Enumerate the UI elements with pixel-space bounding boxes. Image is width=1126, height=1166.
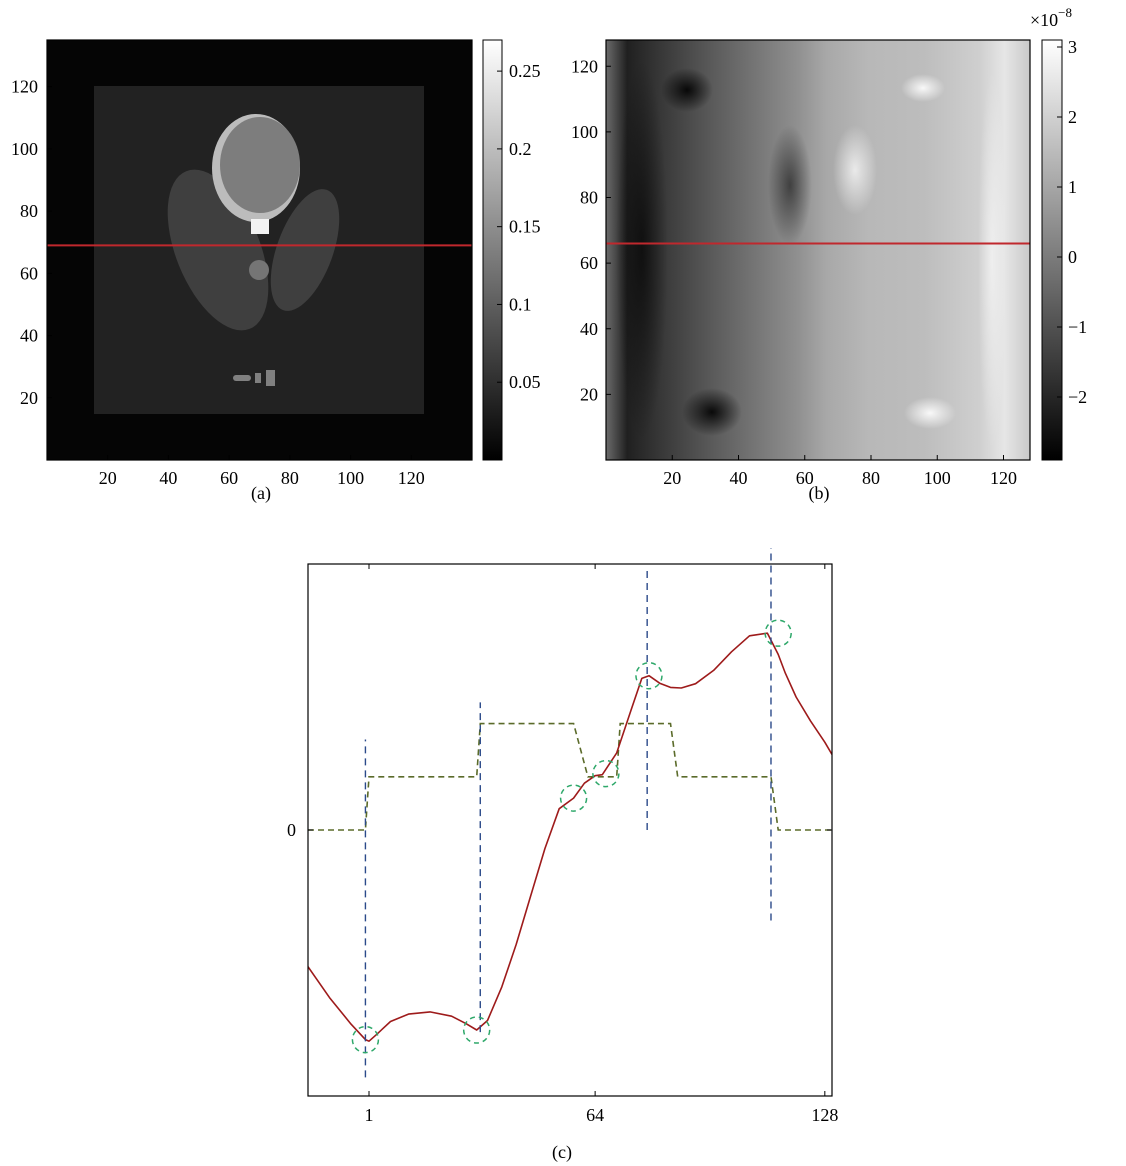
panel-c-marker [635, 661, 663, 690]
panel-c-plot-area [308, 632, 832, 1042]
panel-b-y-tick-label: 40 [580, 319, 598, 339]
panel-b-light-center [833, 125, 877, 215]
panel-c-x-tick-label: 64 [586, 1105, 604, 1125]
panel-a-colorbar-tick-label: 0.15 [509, 217, 541, 237]
panel-a-colorbar [482, 39, 503, 461]
panel-a-small-blob-3 [266, 370, 275, 386]
panel-b-caption: (b) [809, 483, 830, 504]
panel-c-x-ticks: 1 64 128 [365, 564, 838, 1125]
panel-b-y-tick-label: 60 [580, 253, 598, 273]
panel-a-x-tick-label: 60 [220, 468, 238, 488]
panel-b-colorbar-tick-label: 3 [1068, 37, 1077, 57]
panel-a-y-tick-label: 80 [20, 201, 38, 221]
panel-a: 20 40 60 80 100 120 20 40 60 80 100 120 0.05 0.1 0.1… [11, 39, 541, 504]
panel-c: 1 64 128 0 (c) [287, 548, 838, 1163]
panel-a-y-tick-label: 20 [20, 388, 38, 408]
panel-a-y-tick-label: 100 [11, 139, 38, 159]
panel-c-marker [351, 1025, 380, 1054]
panel-b-x-tick-label: 60 [796, 468, 814, 488]
panel-b-colorbar [1041, 39, 1063, 461]
panel-b-x-tick-label: 100 [924, 468, 951, 488]
panel-a-bright-spot [251, 219, 269, 234]
panel-c-marker [462, 1016, 491, 1044]
panel-b-colorbar-tick-label: −2 [1068, 387, 1087, 407]
panel-b-dark-center [768, 125, 812, 245]
panel-a-colorbar-tick-label: 0.2 [509, 139, 532, 159]
panel-c-axes-frame [307, 563, 833, 1097]
panel-c-marker [559, 784, 588, 812]
panel-a-y-tick-label: 40 [20, 326, 38, 346]
panel-b-colorbar-ticks: −2 −1 0 1 2 3 [1057, 37, 1087, 407]
panel-c-solid-series [308, 632, 832, 1042]
panel-a-colorbar-tick-label: 0.05 [509, 372, 541, 392]
panel-a-colorbar-tick-label: 0.1 [509, 294, 532, 314]
panel-a-x-tick-label: 120 [398, 468, 425, 488]
panel-b-colorbar-tick-label: 0 [1068, 247, 1077, 267]
panel-a-x-tick-label: 80 [281, 468, 299, 488]
panel-b-x-tick-label: 120 [990, 468, 1017, 488]
panel-a-axes-frame [46, 39, 473, 461]
panel-b-dark-band [616, 60, 668, 440]
panel-b-dark-blob-bottom [682, 388, 742, 436]
panel-b-y-tick-label: 100 [571, 122, 598, 142]
panel-c-marker [592, 759, 620, 788]
panel-b-y-tick-label: 20 [580, 384, 598, 404]
panel-c-marker [764, 619, 792, 647]
panel-a-colorbar-tick-label: 0.25 [509, 61, 541, 81]
panel-a-x-tick-label: 40 [159, 468, 177, 488]
panel-c-y-ticks: 0 [287, 820, 832, 840]
panel-c-dashed-series [308, 722, 832, 831]
panel-b-colorbar-tick-label: 1 [1068, 177, 1077, 197]
panel-b-y-tick-label: 120 [571, 56, 598, 76]
panel-b-y-tick-label: 80 [580, 188, 598, 208]
panel-b-axes-frame [605, 39, 1031, 461]
panel-a-right-lung [270, 189, 340, 311]
panel-b-dark-blob-top [661, 68, 713, 112]
panel-a-head-inner [220, 117, 300, 213]
panel-b-colorbar-multiplier: ×10−8 [1030, 5, 1072, 30]
panel-b-y-ticks: 20 40 60 80 100 120 [571, 56, 611, 404]
panel-a-x-ticks: 20 40 60 80 100 120 [99, 455, 425, 488]
panel-a-small-blob-2 [255, 373, 261, 383]
panel-a-y-tick-label: 60 [20, 263, 38, 283]
panel-c-x-tick-label: 1 [365, 1105, 374, 1125]
panel-a-small-blob-1 [233, 375, 251, 381]
panel-a-colorbar-ticks: 0.05 0.1 0.15 0.2 0.25 [497, 61, 541, 392]
panel-c-x-tick-label: 128 [811, 1105, 838, 1125]
panel-b-light-band [978, 70, 1006, 450]
panel-a-caption: (a) [251, 483, 271, 504]
panel-b-x-ticks: 20 40 60 80 100 120 [663, 455, 1017, 488]
panel-b-x-tick-label: 80 [862, 468, 880, 488]
panel-a-small-ellipse [249, 260, 269, 280]
panel-c-vertical-lines [364, 548, 772, 1078]
panel-b-colorbar-tick-label: −1 [1068, 317, 1087, 337]
panel-c-caption: (c) [552, 1142, 572, 1163]
panel-c-markers [351, 619, 792, 1054]
panel-a-x-tick-label: 20 [99, 468, 117, 488]
panel-b: 20 40 60 80 100 120 20 40 60 80 100 120 −2 −1 0 1 2 3 ×… [571, 5, 1087, 504]
panel-b-colorbar-tick-label: 2 [1068, 107, 1077, 127]
panel-b-light-bottom [904, 397, 956, 429]
panel-a-x-tick-label: 100 [337, 468, 364, 488]
panel-c-y-tick-label: 0 [287, 820, 296, 840]
panel-a-y-ticks: 20 40 60 80 100 120 [11, 77, 52, 408]
panel-a-y-tick-label: 120 [11, 77, 38, 97]
panel-b-x-tick-label: 20 [663, 468, 681, 488]
panel-b-light-top [901, 74, 945, 102]
panel-b-x-tick-label: 40 [730, 468, 748, 488]
